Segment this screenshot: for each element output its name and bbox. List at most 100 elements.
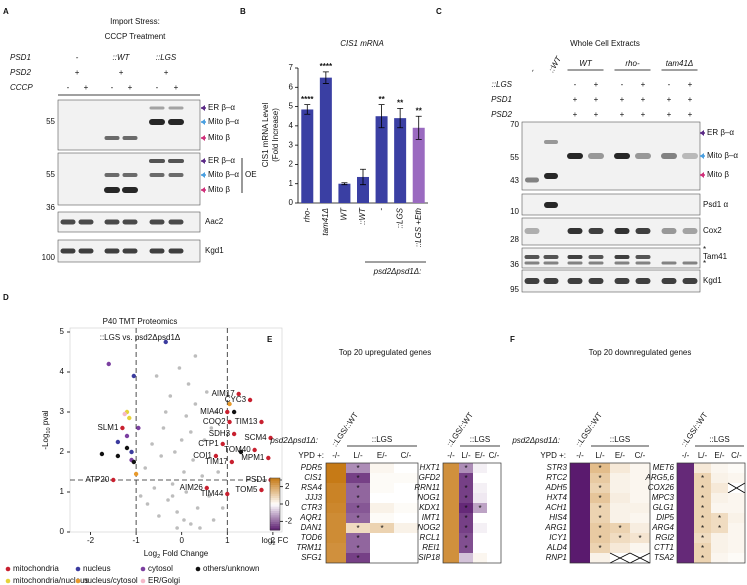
heatmap-cell: [711, 463, 728, 473]
band-label: Mito β–α: [208, 117, 239, 126]
y-tick-label: 1: [60, 487, 65, 496]
background-point: [157, 514, 161, 518]
blot-band: [149, 106, 165, 110]
row-label: PSD2: [491, 110, 512, 119]
blot-band: [104, 173, 120, 177]
data-point: [231, 409, 237, 415]
x-tick-label: ::WT: [358, 207, 367, 225]
colorbar-slice: [270, 512, 280, 516]
colorbar-slice: [270, 521, 280, 524]
heatmap-cell: [326, 543, 346, 553]
x-axis-label-part: 2: [157, 554, 160, 560]
gene-label: ACH1: [545, 503, 567, 512]
background-point: [204, 390, 209, 394]
colorbar-slice: [270, 488, 280, 492]
heatmap-cell: [370, 503, 394, 513]
blot-band: [168, 159, 184, 163]
chart-subtitle: ::LGS vs. psd2Δpsd1Δ: [100, 333, 181, 342]
data-point: [122, 411, 127, 417]
significance: ****: [301, 95, 314, 104]
lane-label: +: [620, 95, 625, 104]
colorbar-slice: [270, 491, 280, 494]
heatmap-cell: [590, 503, 610, 513]
heatmap-cell: [370, 543, 394, 553]
band-label: Mito β: [208, 185, 230, 194]
heatmap-cell: [370, 473, 394, 483]
band-label: Mito β: [208, 133, 230, 142]
heatmap-cell: [630, 503, 650, 513]
data-point: [213, 453, 219, 459]
data-point: [115, 453, 121, 459]
heatmap-cell: [630, 493, 650, 503]
blot-panel: [521, 247, 701, 269]
y-tick-label: 0: [60, 527, 65, 536]
heatmap-cell: [443, 553, 459, 563]
significance-star: *: [701, 514, 704, 523]
colorbar-slice: [270, 480, 280, 483]
significance-star: *: [464, 534, 467, 543]
lane-label: -: [111, 83, 114, 92]
gene-label: STR3: [547, 463, 568, 472]
x-tick-label: 1: [225, 536, 230, 545]
blot-panel: [521, 269, 701, 293]
gene-label: DIP5: [656, 513, 674, 522]
background-point: [150, 442, 154, 446]
colorbar-tick-label: 2: [285, 482, 290, 491]
data-point: [252, 447, 257, 453]
blot-band: [544, 140, 558, 144]
colorbar-slice: [270, 527, 280, 531]
heatmap-cell: [487, 473, 501, 483]
data-point: [247, 397, 253, 403]
background-point: [166, 498, 170, 502]
heatmap-cell: [346, 503, 370, 513]
lane-label: +: [573, 95, 578, 104]
heatmap-cell: [570, 543, 590, 553]
background-point: [175, 526, 179, 530]
background-point: [175, 510, 179, 514]
colorbar-slice: [270, 482, 280, 485]
heatmap-cell: [370, 493, 394, 503]
heatmap-cell: [487, 513, 501, 523]
gene-label: CTT1: [654, 543, 674, 552]
significance: **: [378, 95, 385, 104]
heatmap-cell: [590, 473, 610, 483]
point-label: TIM44: [201, 489, 224, 498]
colorbar-slice: [270, 497, 280, 501]
colorbar-slice: [270, 495, 280, 498]
band-arrow-head: [201, 172, 205, 178]
colorbar-slice: [270, 501, 280, 505]
significance-star: *: [356, 474, 359, 483]
gene-label: SIP18: [418, 553, 440, 562]
lane-label: -: [621, 80, 624, 89]
point-label: CTP1: [198, 439, 219, 448]
heatmap-cell: [459, 553, 473, 563]
colorbar-slice: [270, 504, 280, 507]
heatmap-cell: [459, 513, 473, 523]
heatmap-cell: [346, 533, 370, 543]
colorbar-slice: [270, 517, 280, 520]
blot-band: [149, 159, 165, 163]
gene-label: RCL1: [420, 533, 440, 542]
legend-label: others/unknown: [203, 564, 259, 573]
heatmap-cell: [694, 543, 711, 553]
blot-band: [567, 228, 583, 234]
significance-star: *: [598, 544, 601, 553]
point-label: PSD1: [246, 475, 267, 484]
heatmap-cell: [570, 463, 590, 473]
blot-band: [524, 228, 540, 234]
data-point: [163, 339, 168, 345]
heatmap-cell: [459, 543, 473, 553]
significance-star: *: [464, 484, 467, 493]
data-point: [204, 485, 209, 491]
row-label: psd2Δpsd1Δ:: [269, 436, 318, 445]
column-label: -/-: [682, 451, 690, 460]
gene-label: COX26: [648, 483, 675, 492]
colorbar-slice: [270, 499, 280, 503]
bar: [375, 116, 388, 203]
mw-marker: 36: [510, 260, 519, 269]
gene-label: GFD2: [419, 473, 441, 482]
heatmap-cell: [590, 523, 610, 533]
heatmap-cell: [473, 523, 487, 533]
blot-band: [588, 261, 604, 265]
heatmap-cell: [459, 533, 473, 543]
